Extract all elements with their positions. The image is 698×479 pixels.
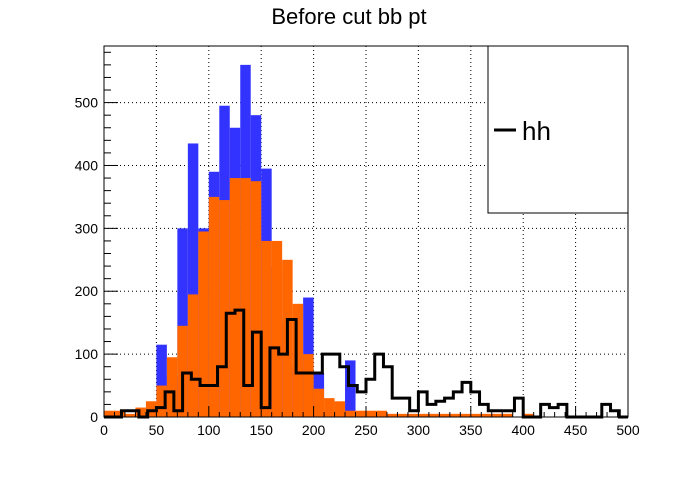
histogram-bar-series1 [229,178,241,417]
histogram-bar-series1 [104,410,115,417]
y-tick-label: 500 [75,95,99,111]
chart-title: Before cut bb pt [271,4,426,29]
histogram-bar-series1 [219,200,230,417]
x-tick-label: 250 [354,422,378,438]
histogram-bar-series1 [460,413,471,417]
histogram-bar-series1 [449,413,461,417]
histogram-bar-series1 [502,413,513,417]
x-tick-label: 400 [512,422,536,438]
x-tick-label: 200 [302,422,326,438]
histogram-bar-series1 [177,325,188,417]
histogram-bar-series0 [345,360,356,417]
legend-label-hh: hh [522,116,551,146]
histogram-bar-series1 [355,410,366,417]
histogram-bar-series1 [166,357,178,417]
x-tick-label: 150 [250,422,274,438]
histogram-bar-series1 [418,413,429,417]
y-tick-label: 100 [75,346,99,362]
histogram-bar-series1 [491,413,503,417]
x-tick-label: 50 [149,422,165,438]
legend: hh [487,45,629,214]
x-tick-label: 500 [616,422,640,438]
y-tick-label: 200 [75,283,99,299]
histogram-bar-series0 [156,344,167,417]
y-tick-label: 400 [75,157,99,173]
histogram-bar-series1 [376,410,387,417]
histogram-bar-series1 [250,181,262,417]
y-tick-label: 300 [75,220,99,236]
x-tick-label: 300 [407,422,431,438]
histogram-bar-series1 [470,413,482,417]
histogram-bar-series1 [334,401,346,417]
histogram-bar-series1 [303,354,314,417]
histogram-bar-series1 [481,413,492,417]
histogram-bar-series1 [240,178,251,417]
histogram-bar-series1 [261,240,272,417]
histogram-bar-series1 [271,240,283,417]
histogram-bar-series1 [523,413,534,417]
histogram-bar-series1 [208,196,220,417]
histogram-bar-series1 [324,398,335,417]
histogram-bar-series1 [292,303,304,417]
histogram-bar-series1 [407,413,419,417]
y-tick-label: 0 [90,409,98,425]
histogram-bar-series1 [366,410,377,417]
x-tick-label: 0 [100,422,108,438]
histogram-bar-series1 [114,410,125,417]
histogram-bar-series1 [439,413,450,417]
histogram-bar-series1 [345,410,356,417]
x-tick-label: 100 [197,422,221,438]
histogram-bar-series1 [124,413,136,417]
histogram-bar-series1 [397,413,408,417]
histogram-bar-series0 [177,228,188,417]
x-tick-label: 350 [459,422,483,438]
x-tick-label: 450 [564,422,588,438]
histogram-bars [104,64,534,418]
histogram-bar-series0 [187,143,199,417]
axes: 0 50 100 150 200 250 300 350 400 450 500 0 100 200 300… [75,51,640,438]
histogram-bar-series1 [156,385,167,417]
histogram-bar-series1 [187,294,199,417]
histogram-bar-series1 [198,231,209,417]
histogram-bar-series1 [313,388,325,417]
histogram-bar-series1 [386,413,398,417]
histogram-bar-series1 [145,401,157,417]
histogram-bar-series1 [135,407,146,417]
histogram-bar-series1 [428,413,440,417]
